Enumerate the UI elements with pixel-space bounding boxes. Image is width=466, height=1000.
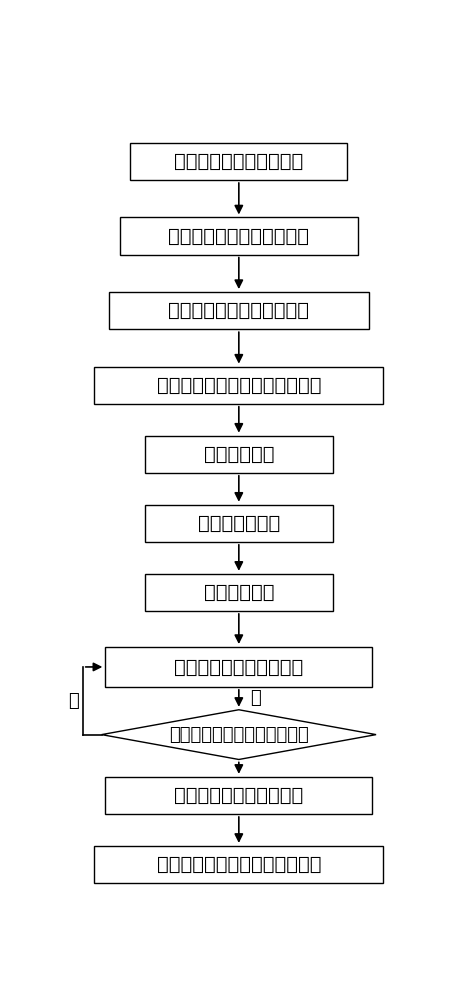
FancyBboxPatch shape xyxy=(109,292,369,329)
Text: 否: 否 xyxy=(69,692,79,710)
Text: 是: 是 xyxy=(250,689,260,707)
FancyBboxPatch shape xyxy=(145,505,333,542)
Text: 计算图正则波段相似度矩阵: 计算图正则波段相似度矩阵 xyxy=(168,301,309,320)
FancyBboxPatch shape xyxy=(145,574,333,611)
Text: 归一化高光谱图像数据矩阵: 归一化高光谱图像数据矩阵 xyxy=(168,227,309,246)
FancyBboxPatch shape xyxy=(120,217,358,255)
Text: 输出子空间波段选择矩阵: 输出子空间波段选择矩阵 xyxy=(174,786,303,805)
FancyBboxPatch shape xyxy=(145,436,333,473)
FancyBboxPatch shape xyxy=(94,367,383,404)
Text: 输入高光谱图像数据矩阵: 输入高光谱图像数据矩阵 xyxy=(174,152,303,171)
Text: 计算子空间波段选择矩阵: 计算子空间波段选择矩阵 xyxy=(174,657,303,676)
Text: 计算图正则波段相似度对角矩阵: 计算图正则波段相似度对角矩阵 xyxy=(157,376,321,395)
Text: 判断是否达到最大迭代次数？: 判断是否达到最大迭代次数？ xyxy=(169,726,308,744)
FancyBboxPatch shape xyxy=(105,777,372,814)
Text: 初始化重构矩阵: 初始化重构矩阵 xyxy=(198,514,280,533)
Text: 构造高光谱图像子空间数据矩阵: 构造高光谱图像子空间数据矩阵 xyxy=(157,855,321,874)
Polygon shape xyxy=(102,710,376,759)
Text: 设置迭代次数: 设置迭代次数 xyxy=(204,583,274,602)
FancyBboxPatch shape xyxy=(94,846,383,883)
FancyBboxPatch shape xyxy=(105,647,372,687)
FancyBboxPatch shape xyxy=(130,143,347,180)
Text: 构造重构矩阵: 构造重构矩阵 xyxy=(204,445,274,464)
